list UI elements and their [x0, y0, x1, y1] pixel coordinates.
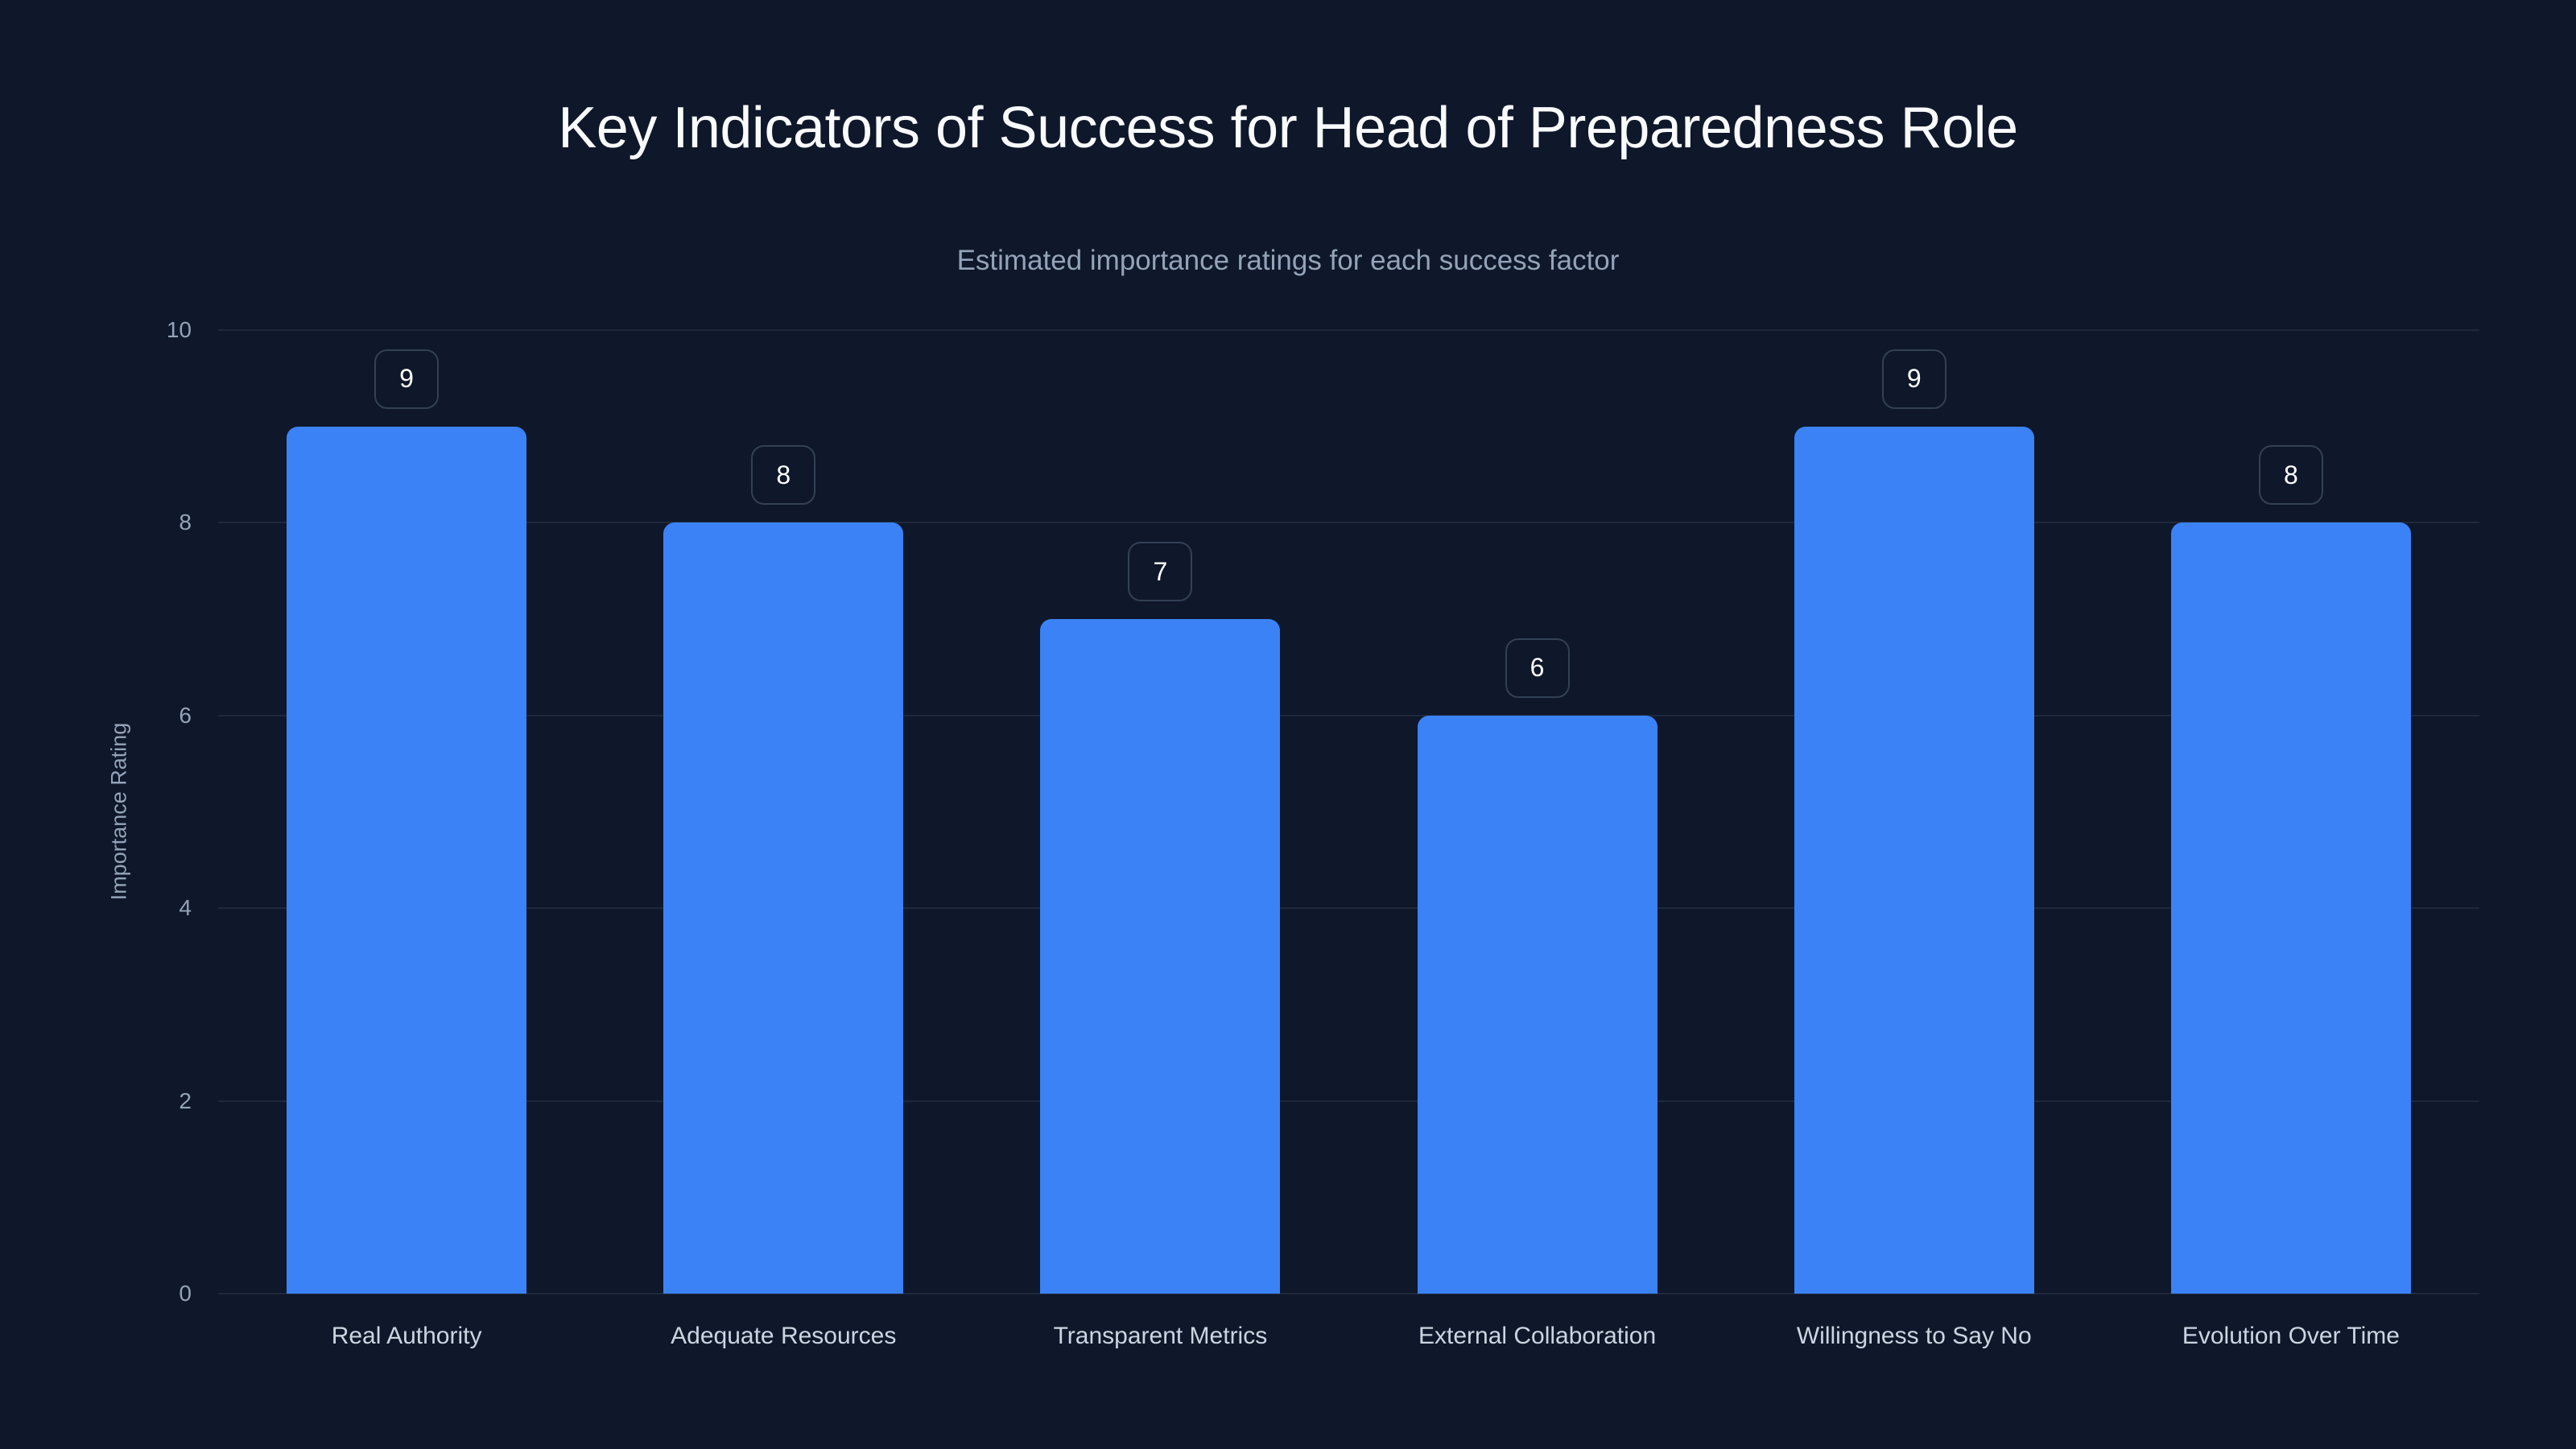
y-tick-label: 10 — [166, 317, 192, 342]
value-label: 7 — [1128, 542, 1193, 602]
bar[interactable] — [1417, 715, 1657, 1294]
gridline — [218, 714, 2479, 716]
y-tick-label: 4 — [179, 895, 192, 921]
plot-area: 9 8 7 6 9 8 — [218, 329, 2479, 1294]
chart-subtitle: Estimated importance ratings for each su… — [956, 245, 1620, 276]
gridline — [218, 522, 2479, 524]
chart-title: Key Indicators of Success for Head of Pr… — [558, 96, 2018, 160]
y-tick-label: 2 — [179, 1088, 192, 1113]
value-label: 9 — [1881, 349, 1946, 409]
x-axis-label: Willingness to Say No — [1796, 1323, 2032, 1349]
value-label: 8 — [751, 445, 816, 506]
value-label: 9 — [374, 349, 440, 409]
y-axis-title: Importance Rating — [106, 722, 131, 901]
bar[interactable] — [1040, 619, 1281, 1294]
x-axis-label: Transparent Metrics — [1053, 1323, 1268, 1349]
value-label: 6 — [1505, 638, 1570, 698]
bar[interactable] — [663, 522, 904, 1294]
gridline — [218, 1100, 2479, 1102]
value-label: 8 — [2258, 445, 2323, 506]
x-axis-label: Real Authority — [331, 1323, 482, 1349]
bar[interactable] — [2170, 522, 2411, 1294]
gridline — [218, 907, 2479, 910]
x-axis-label: External Collaboration — [1418, 1323, 1657, 1349]
y-tick-label: 8 — [179, 510, 192, 535]
bar[interactable] — [287, 426, 527, 1294]
bar[interactable] — [1794, 426, 2034, 1294]
gridline — [218, 1293, 2479, 1294]
gridline — [218, 329, 2479, 331]
y-tick-label: 0 — [179, 1281, 192, 1306]
y-tick-label: 6 — [179, 702, 192, 728]
x-axis-label: Adequate Resources — [671, 1323, 897, 1349]
x-axis-label: Evolution Over Time — [2182, 1323, 2400, 1349]
